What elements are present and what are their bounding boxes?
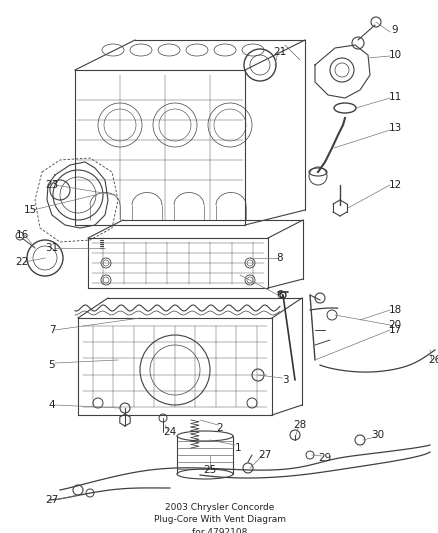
Text: 22: 22 (15, 257, 28, 267)
Text: 4: 4 (49, 400, 55, 410)
Text: 1: 1 (234, 443, 241, 453)
Text: 2003 Chrysler Concorde
Plug-Core With Vent Diagram
for 4792108: 2003 Chrysler Concorde Plug-Core With Ve… (154, 503, 285, 533)
Text: 26: 26 (427, 355, 438, 365)
Text: 18: 18 (388, 305, 401, 315)
Text: 17: 17 (388, 325, 401, 335)
Text: 23: 23 (45, 180, 59, 190)
Text: 5: 5 (49, 360, 55, 370)
Text: 30: 30 (371, 430, 384, 440)
Text: 28: 28 (293, 420, 306, 430)
Text: 24: 24 (163, 427, 176, 437)
Text: 16: 16 (15, 230, 28, 240)
Ellipse shape (308, 168, 326, 176)
Text: 10: 10 (388, 50, 401, 60)
Ellipse shape (177, 469, 233, 479)
Text: 20: 20 (388, 320, 401, 330)
Text: 9: 9 (391, 25, 397, 35)
Text: 25: 25 (203, 465, 216, 475)
Text: 29: 29 (318, 453, 331, 463)
Text: 15: 15 (23, 205, 36, 215)
Text: 3: 3 (281, 375, 288, 385)
Text: 11: 11 (388, 92, 401, 102)
Text: 27: 27 (258, 450, 271, 460)
Text: 7: 7 (49, 325, 55, 335)
Text: 27: 27 (45, 495, 59, 505)
Text: 13: 13 (388, 123, 401, 133)
Text: 2: 2 (216, 423, 223, 433)
Text: 6: 6 (276, 290, 283, 300)
Ellipse shape (177, 431, 233, 441)
Text: 21: 21 (273, 47, 286, 57)
Text: 31: 31 (45, 243, 59, 253)
Text: 8: 8 (276, 253, 283, 263)
Text: 12: 12 (388, 180, 401, 190)
